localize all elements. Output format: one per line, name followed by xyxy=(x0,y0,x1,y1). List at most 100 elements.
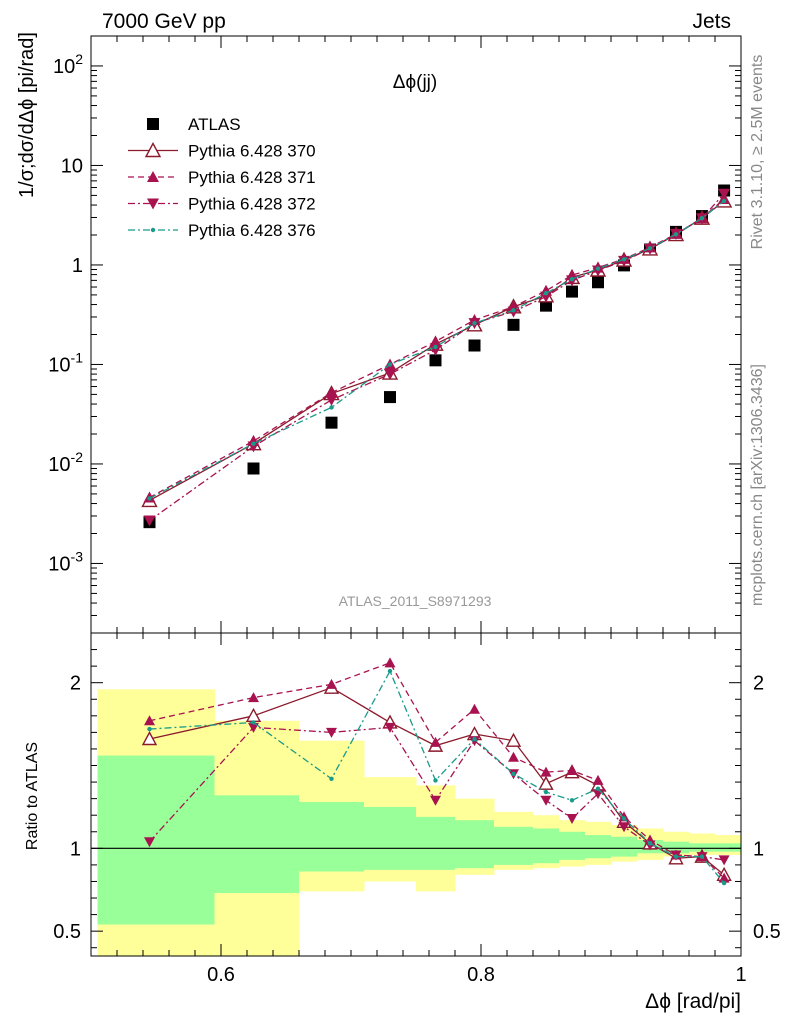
ratio-data-point xyxy=(245,707,262,723)
legend-label: Pythia 6.428 371 xyxy=(188,168,316,187)
ratio-series-line xyxy=(149,662,725,879)
legend-label: Pythia 6.428 370 xyxy=(188,142,316,161)
data-point xyxy=(566,285,578,298)
data-point xyxy=(721,198,727,204)
data-point xyxy=(507,318,520,331)
ratio-data-point xyxy=(141,731,158,746)
band-green xyxy=(559,831,586,860)
ratio-frame xyxy=(90,632,742,957)
data-point xyxy=(511,308,516,313)
x-tick-label: 0.8 xyxy=(467,964,495,986)
ratio-data-point xyxy=(469,703,480,714)
y-tick-label: 10-3 xyxy=(48,548,83,575)
data-point xyxy=(329,405,334,410)
band-green xyxy=(364,806,417,870)
ratio-data-point xyxy=(540,795,552,806)
data-point xyxy=(699,216,705,221)
rivet-label: Rivet 3.1.10, ≥ 2.5M events xyxy=(749,55,766,250)
legend-marker xyxy=(147,118,159,130)
ratio-data-point xyxy=(248,692,259,703)
legend-marker xyxy=(147,171,159,182)
data-point xyxy=(143,515,156,527)
main-series-4 xyxy=(147,198,727,501)
ratio-data-point xyxy=(511,771,516,776)
legend-label: Pythia 6.428 372 xyxy=(188,195,316,214)
data-point xyxy=(384,391,396,404)
data-point xyxy=(429,354,442,367)
ratio-data-point xyxy=(251,720,256,725)
y-tick-label: 10 xyxy=(61,155,83,177)
band-green xyxy=(494,826,534,865)
ratio-data-point xyxy=(538,775,554,790)
ratio-data-point xyxy=(540,766,552,777)
ratio-data-point xyxy=(248,722,259,733)
ratio-data-point xyxy=(566,814,578,825)
plot-title: Δϕ(jj) xyxy=(393,72,437,93)
ratio-data-point xyxy=(326,727,337,738)
band-green xyxy=(715,843,742,852)
y-tick-label: 1 xyxy=(72,255,83,277)
analysis-watermark: ATLAS_2011_S8971293 xyxy=(339,593,492,609)
legend-marker xyxy=(144,142,162,158)
ratio-data-point xyxy=(543,789,549,795)
x-axis-label: Δϕ [rad/pi] xyxy=(645,990,741,1013)
main-panel: 10-3 10-2 10-1 1 10 102 1/σ;dσ/dΔϕ [pi/rad] Δϕ(… xyxy=(16,32,742,634)
series-line xyxy=(149,200,725,500)
data-point xyxy=(387,362,393,367)
data-point xyxy=(647,246,653,251)
x-tick-label: 0.6 xyxy=(207,964,235,986)
ratio-data-point xyxy=(147,726,152,732)
ratio-data-point xyxy=(618,822,630,833)
ratio-y-tick-label-right: 2 xyxy=(753,673,764,695)
ratio-data-point xyxy=(144,715,155,726)
band-green xyxy=(611,836,638,857)
y-tick-label: 10-2 xyxy=(48,449,83,476)
ratio-data-point xyxy=(569,798,575,803)
legend-marker xyxy=(150,227,156,233)
band-green xyxy=(689,843,716,852)
data-point xyxy=(251,441,256,446)
data-point xyxy=(247,441,260,453)
data-point xyxy=(543,291,549,296)
ratio-y-tick-label: 2 xyxy=(70,673,81,695)
legend: ATLAS Pythia 6.428 370 Pythia 6.428 371 Pyt… xyxy=(128,115,316,240)
y-tick-label: 102 xyxy=(53,51,83,78)
ratio-data-point xyxy=(673,854,679,859)
band-green xyxy=(214,795,300,894)
ratio-data-point xyxy=(433,778,438,783)
data-point xyxy=(247,462,260,475)
data-point xyxy=(540,299,552,312)
data-point xyxy=(468,339,481,352)
ratio-data-point xyxy=(566,764,578,775)
ratio-data-point xyxy=(430,795,441,806)
data-point xyxy=(595,266,601,271)
ratio-data-point xyxy=(718,855,730,866)
y-tick-label: 10-1 xyxy=(48,349,83,376)
band-green xyxy=(585,835,612,859)
data-point xyxy=(147,496,152,501)
ratio-data-point xyxy=(647,841,653,846)
ratio-data-point xyxy=(505,732,522,747)
ratio-y-tick-label-right: 1 xyxy=(753,838,764,860)
data-point xyxy=(325,394,338,406)
ratio-series-3 xyxy=(147,668,727,886)
band-green xyxy=(533,828,560,864)
mcplots-label: mcplots.cern.ch [arXiv:1306.3436] xyxy=(749,364,766,606)
ratio-data-point xyxy=(621,816,627,821)
ratio-data-point xyxy=(472,736,477,742)
legend-label: Pythia 6.428 376 xyxy=(188,221,316,240)
data-point xyxy=(325,416,338,429)
ratio-data-point xyxy=(592,774,604,785)
ratio-y-tick-label-right: 0.5 xyxy=(753,921,781,943)
ratio-y-tick-label: 1 xyxy=(70,838,81,860)
ratio-data-point xyxy=(721,880,727,886)
data-point xyxy=(429,335,442,347)
y-axis-label: 1/σ;dσ/dΔϕ [pi/rad] xyxy=(16,32,38,198)
band-green xyxy=(299,801,365,872)
ratio-data-point xyxy=(144,837,155,848)
data-point xyxy=(621,257,627,262)
ratio-data-point xyxy=(326,678,337,689)
legend-marker xyxy=(147,198,159,210)
data-point xyxy=(592,276,604,289)
